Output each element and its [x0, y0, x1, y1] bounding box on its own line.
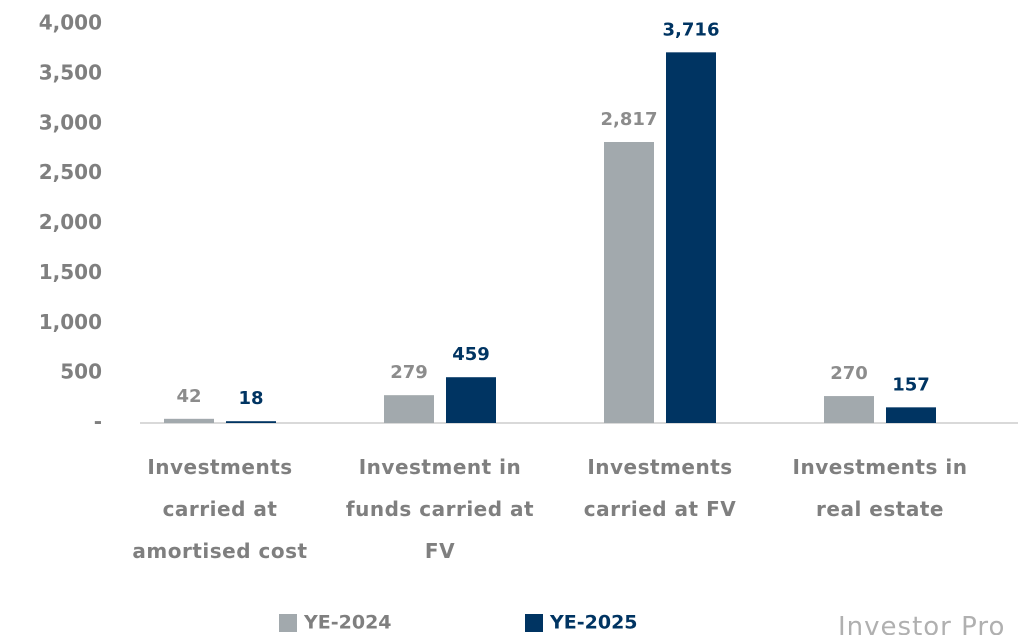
y-tick-label: -: [94, 410, 102, 434]
y-tick-label: 4,000: [39, 11, 102, 35]
legend-label: YE-2024: [303, 612, 392, 634]
x-tick-label: Investment in funds carried at FV: [345, 455, 535, 563]
bar: [666, 52, 716, 423]
data-label: 42: [176, 386, 201, 407]
y-tick-label: 3,500: [39, 60, 102, 84]
legend-swatch: [525, 614, 543, 632]
y-tick-label: 3,000: [39, 110, 102, 134]
data-label: 2,817: [601, 109, 658, 130]
data-label: 157: [892, 374, 930, 395]
legend-swatch: [279, 614, 297, 632]
data-label: 459: [452, 344, 490, 365]
data-label: 18: [238, 388, 263, 409]
bar: [604, 142, 654, 423]
bar: [824, 396, 874, 423]
y-tick-label: 1,500: [39, 260, 102, 284]
x-tick-label: Investments in real estate: [792, 455, 968, 521]
x-tick-label: Investments carried at FV: [583, 455, 737, 521]
y-tick-label: 2,000: [39, 210, 102, 234]
bar: [446, 377, 496, 423]
bar: [164, 418, 214, 423]
data-label: 270: [830, 363, 868, 384]
y-tick-label: 2,500: [39, 160, 102, 184]
y-tick-label: 500: [60, 360, 102, 384]
data-label: 3,716: [663, 19, 720, 40]
data-label: 279: [390, 362, 428, 383]
footer-text: Investor Pro: [838, 612, 1006, 635]
y-tick-label: 1,000: [39, 310, 102, 334]
bar: [384, 395, 434, 423]
bar: [226, 421, 276, 423]
bar: [886, 407, 936, 423]
legend-label: YE-2025: [549, 612, 638, 634]
x-tick-label: Investments carried at amortised cost: [132, 455, 308, 563]
